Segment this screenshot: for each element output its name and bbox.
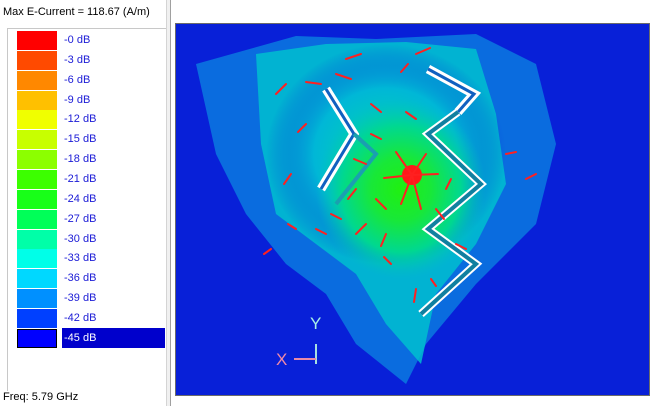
color-swatch	[17, 209, 57, 229]
legend-label: -33 dB	[64, 252, 97, 265]
legend-label: -42 dB	[64, 311, 97, 324]
legend-item[interactable]: -39 dB	[7, 288, 165, 309]
selection-highlight	[62, 327, 165, 348]
legend-item[interactable]: -24 dB	[7, 189, 165, 209]
color-swatch	[17, 150, 57, 170]
color-swatch	[17, 289, 57, 309]
legend-label: -6 dB	[64, 73, 91, 86]
legend-item[interactable]: -0 dB	[7, 30, 165, 50]
legend-label: -24 dB	[64, 192, 97, 205]
color-swatch	[17, 328, 57, 348]
axis-triad: Y X	[276, 314, 321, 369]
legend-item[interactable]: -30 dB	[7, 229, 165, 249]
color-swatch	[17, 110, 57, 130]
legend-item[interactable]: -33 dB	[7, 248, 165, 269]
pane-splitter[interactable]	[166, 0, 171, 406]
max-current-title: Max E-Current = 118.67 (A/m)	[3, 6, 150, 18]
color-swatch	[17, 229, 57, 249]
frequency-label: Freq: 5.79 GHz	[3, 391, 79, 403]
x-axis-label: X	[276, 350, 287, 369]
color-swatch	[17, 189, 57, 209]
y-axis-label: Y	[310, 314, 321, 333]
legend-item[interactable]: -6 dB	[7, 70, 165, 90]
legend-label: -39 dB	[64, 292, 97, 305]
color-swatch	[17, 249, 57, 269]
legend-panel: Max E-Current = 118.67 (A/m) -0 dB -3 dB -…	[0, 0, 168, 406]
color-swatch	[17, 70, 57, 90]
legend-item[interactable]: -12 dB	[7, 109, 165, 130]
legend-item[interactable]: -42 dB	[7, 308, 165, 328]
legend-item[interactable]: -15 dB	[7, 129, 165, 150]
legend-label: -3 dB	[64, 53, 91, 66]
color-swatch	[17, 31, 57, 50]
legend-label: -18 dB	[64, 153, 97, 166]
legend-item[interactable]: -45 dB	[7, 327, 165, 348]
legend-label: -45 dB	[64, 331, 97, 344]
legend-item[interactable]: -18 dB	[7, 149, 165, 170]
legend-item[interactable]: -9 dB	[7, 90, 165, 110]
current-vectors	[263, 47, 537, 303]
legend-label: -12 dB	[64, 113, 97, 126]
legend-label: -30 dB	[64, 232, 97, 245]
legend-label: -21 dB	[64, 172, 97, 185]
color-swatch	[17, 50, 57, 70]
current-distribution-view[interactable]: Y X	[175, 23, 650, 396]
legend-label: -36 dB	[64, 272, 97, 285]
color-swatch	[17, 169, 57, 189]
legend-label: -15 dB	[64, 133, 97, 146]
legend-item[interactable]: -36 dB	[7, 268, 165, 289]
color-swatch	[17, 90, 57, 110]
legend-item[interactable]: -21 dB	[7, 169, 165, 189]
color-swatch	[17, 269, 57, 289]
color-swatch	[17, 308, 57, 328]
legend-item[interactable]: -27 dB	[7, 209, 165, 229]
legend-label: -9 dB	[64, 93, 91, 106]
legend-item[interactable]: -3 dB	[7, 50, 165, 70]
legend-label: -27 dB	[64, 212, 97, 225]
color-swatch	[17, 130, 57, 150]
field-plot: Y X	[176, 24, 649, 395]
antenna-structure	[317, 65, 487, 317]
legend-label: -0 dB	[64, 34, 91, 46]
